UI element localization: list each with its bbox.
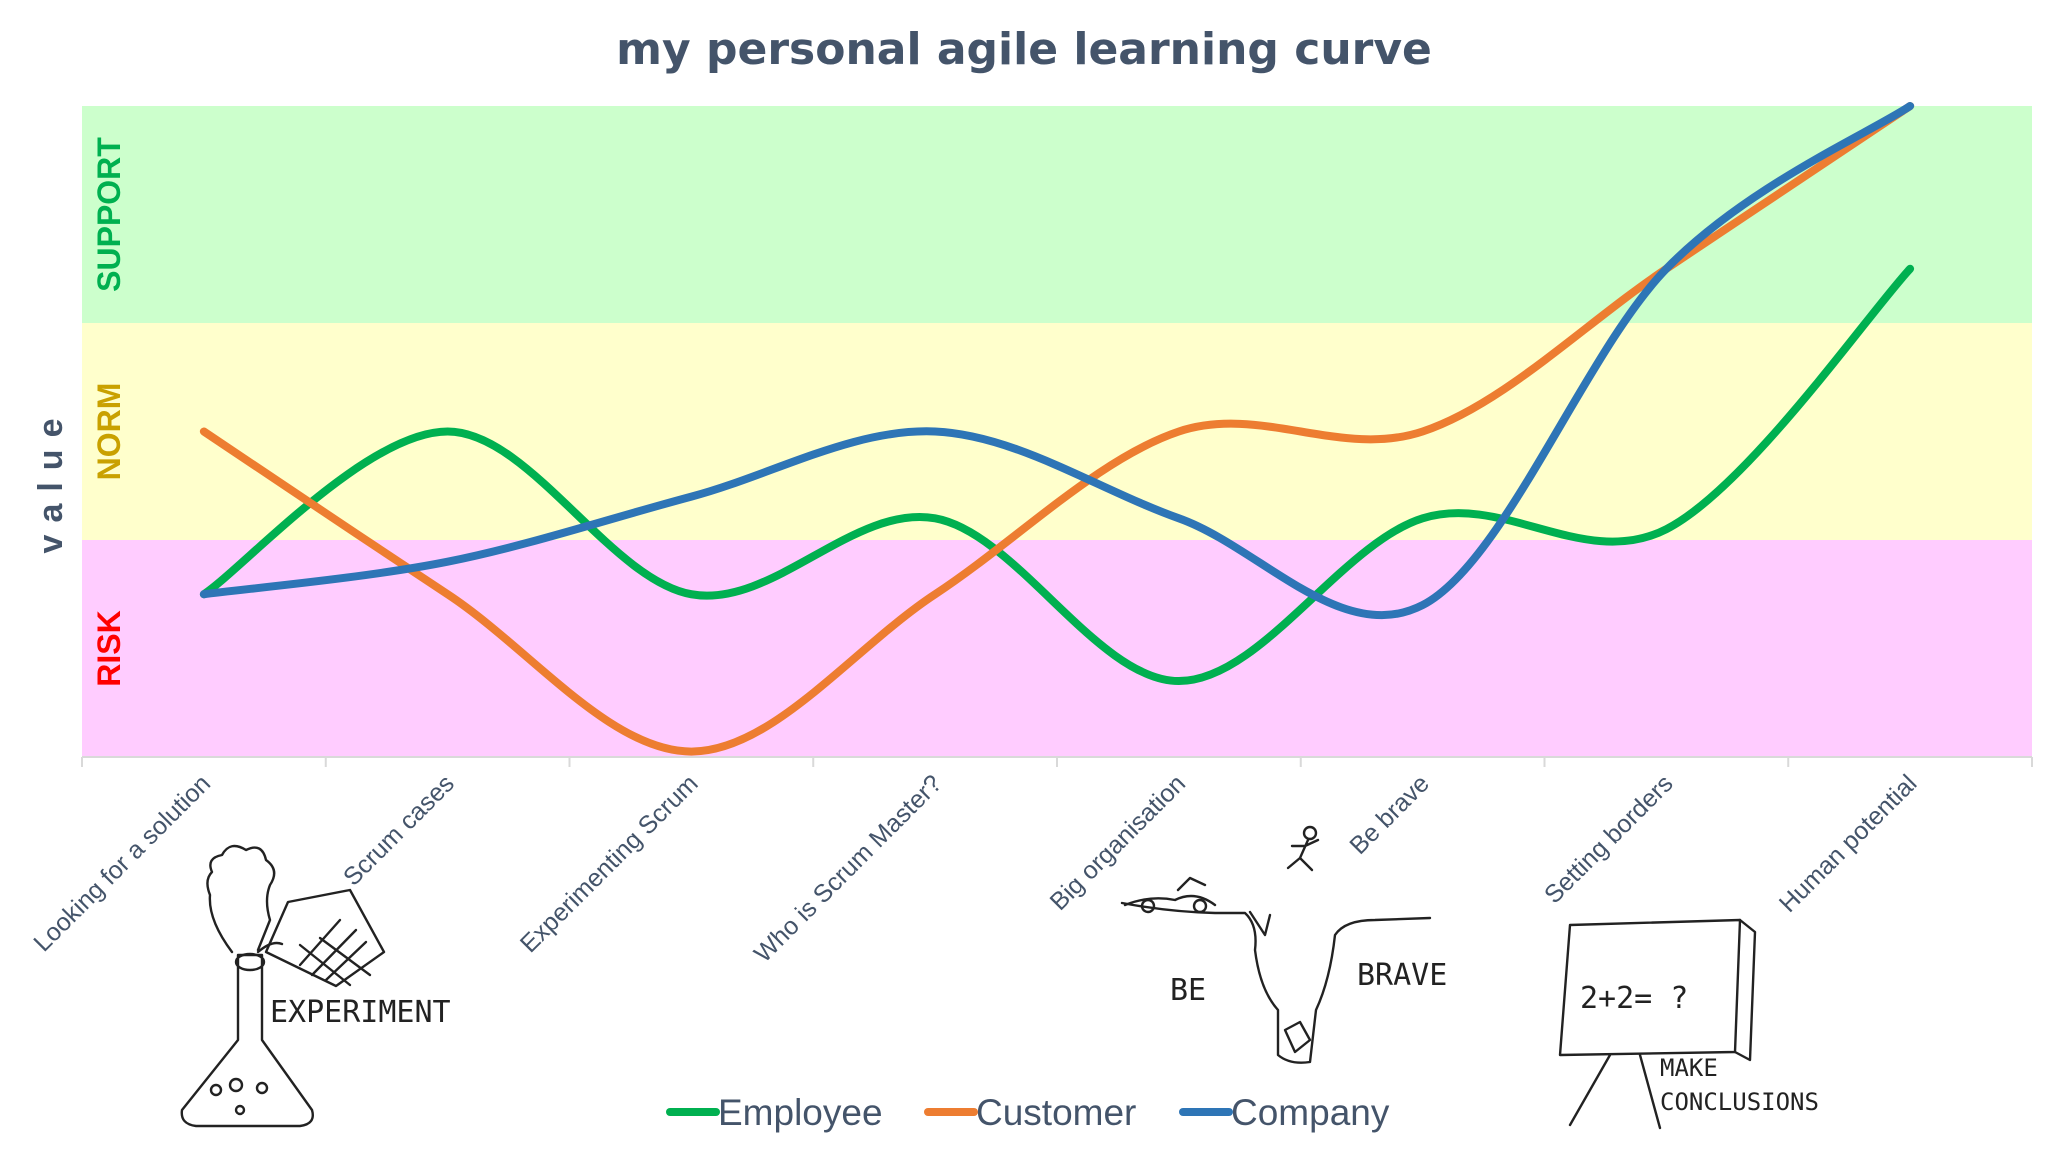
be-annotation: BE [1170, 973, 1206, 1008]
series-line-customer [199, 102, 1915, 756]
x-tick-label: Scrum cases [338, 769, 460, 891]
series-layer [199, 102, 1915, 756]
band-risk [82, 540, 2032, 757]
band-label-norm: NORM [91, 383, 127, 481]
equation-annotation: 2+2= ? [1580, 981, 1688, 1016]
x-axis [81, 756, 2033, 767]
brave-annotation: BRAVE [1357, 958, 1447, 993]
x-tick-label: Who is Scrum Master? [749, 769, 948, 968]
be-brave-sketch: BE BRAVE [1120, 825, 1447, 1064]
x-tick-label: Experimenting Scrum [515, 769, 704, 958]
band-support [82, 106, 2032, 323]
legend-label-employee: Employee [718, 1092, 883, 1133]
legend-label-company: Company [1231, 1092, 1390, 1133]
blackboard-sketch: 2+2= ? MAKE CONCLUSIONS [1558, 918, 1819, 1130]
x-tick-label: Be brave [1344, 769, 1435, 860]
series-line-employee [199, 264, 1915, 686]
y-axis-label: value [32, 407, 70, 554]
x-tick-label: Big organisation [1045, 769, 1192, 916]
make-annotation: MAKE [1660, 1054, 1718, 1082]
experiment-sketch: EXPERIMENT [180, 844, 451, 1128]
bands-layer: SUPPORT NORM RISK [82, 106, 2032, 757]
x-tick-label: Human potential [1774, 769, 1923, 918]
series-line-company [199, 102, 1915, 620]
x-tick-label: Setting borders [1539, 769, 1679, 909]
legend-label-customer: Customer [976, 1092, 1136, 1133]
x-tick-label: Looking for a solution [28, 769, 216, 957]
conclusions-annotation: CONCLUSIONS [1660, 1088, 1819, 1116]
band-label-support: SUPPORT [91, 137, 127, 292]
band-label-risk: RISK [91, 610, 127, 686]
legend: Employee Customer Company [666, 1092, 1390, 1133]
x-tick-labels: Looking for a solution Scrum cases Experim… [28, 769, 1922, 968]
experiment-annotation: EXPERIMENT [270, 995, 451, 1030]
chart-title: my personal agile learning curve [616, 24, 1432, 75]
